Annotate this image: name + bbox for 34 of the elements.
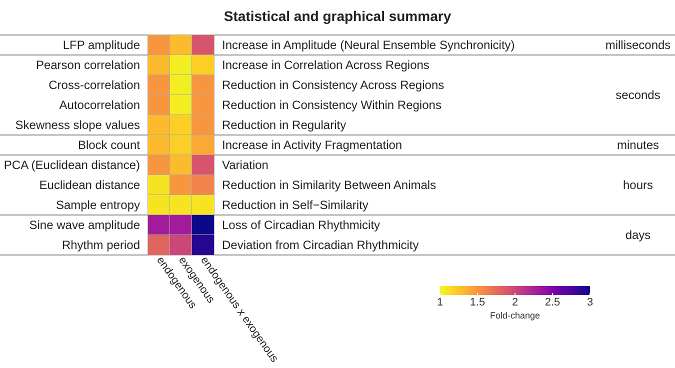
y2-tick-label: Variation xyxy=(222,158,268,172)
y-tick-label: Cross-correlation xyxy=(48,78,140,92)
color-bar-title: Fold-change xyxy=(490,310,540,320)
y-tick-label: Block count xyxy=(78,138,141,152)
text: hours xyxy=(622,178,654,192)
y2-tick-label: Loss of Circadian Rhythmicity xyxy=(222,218,380,232)
text: milliseconds xyxy=(605,38,671,52)
text: days xyxy=(625,228,651,242)
y-tick-label: Autocorrelation xyxy=(59,98,140,112)
y2-tick-label: Reduction in Regularity xyxy=(222,118,346,132)
y2-tick-label: Reduction in Consistency Across Regions xyxy=(222,78,444,92)
color-bar-label: 3 xyxy=(586,296,594,308)
text: seconds xyxy=(616,88,660,102)
y2-tick-label: Reduction in Self−Similarity xyxy=(222,198,368,212)
y-tick-label: Skewness slope values xyxy=(15,118,140,132)
text: minutes xyxy=(616,138,660,152)
y-tick-label: Rhythm period xyxy=(62,238,140,252)
y2-tick-label: Increase in Amplitude (Neural Ensemble Synchronicity) xyxy=(222,38,515,52)
y-tick-label: Pearson correlation xyxy=(36,58,140,72)
y2-tick-label: Increase in Activity Fragmentation xyxy=(222,138,402,152)
color-bar-label: 2 xyxy=(512,296,518,308)
y2-tick-label: Reduction in Similarity Between Animals xyxy=(222,178,436,192)
y-tick-label: LFP amplitude xyxy=(62,38,140,52)
y-tick-label: Euclidean distance xyxy=(39,178,140,192)
y2-tick-label: Reduction in Consistency Within Regions xyxy=(222,98,442,112)
color-bar-label: 1.5 xyxy=(470,296,486,308)
y-tick-label: Sample entropy xyxy=(56,198,140,212)
text: Statistical and graphical summary xyxy=(224,8,452,24)
y-tick-label: Sine wave amplitude xyxy=(29,218,140,232)
y2-tick-label: Deviation from Circadian Rhythmicity xyxy=(222,238,419,252)
color-bar-label: 1 xyxy=(436,296,444,308)
color-bar-label: 2.5 xyxy=(544,296,560,308)
y-tick-label: PCA (Euclidean distance) xyxy=(4,158,140,172)
y2-tick-label: Increase in Correlation Across Regions xyxy=(222,58,430,72)
